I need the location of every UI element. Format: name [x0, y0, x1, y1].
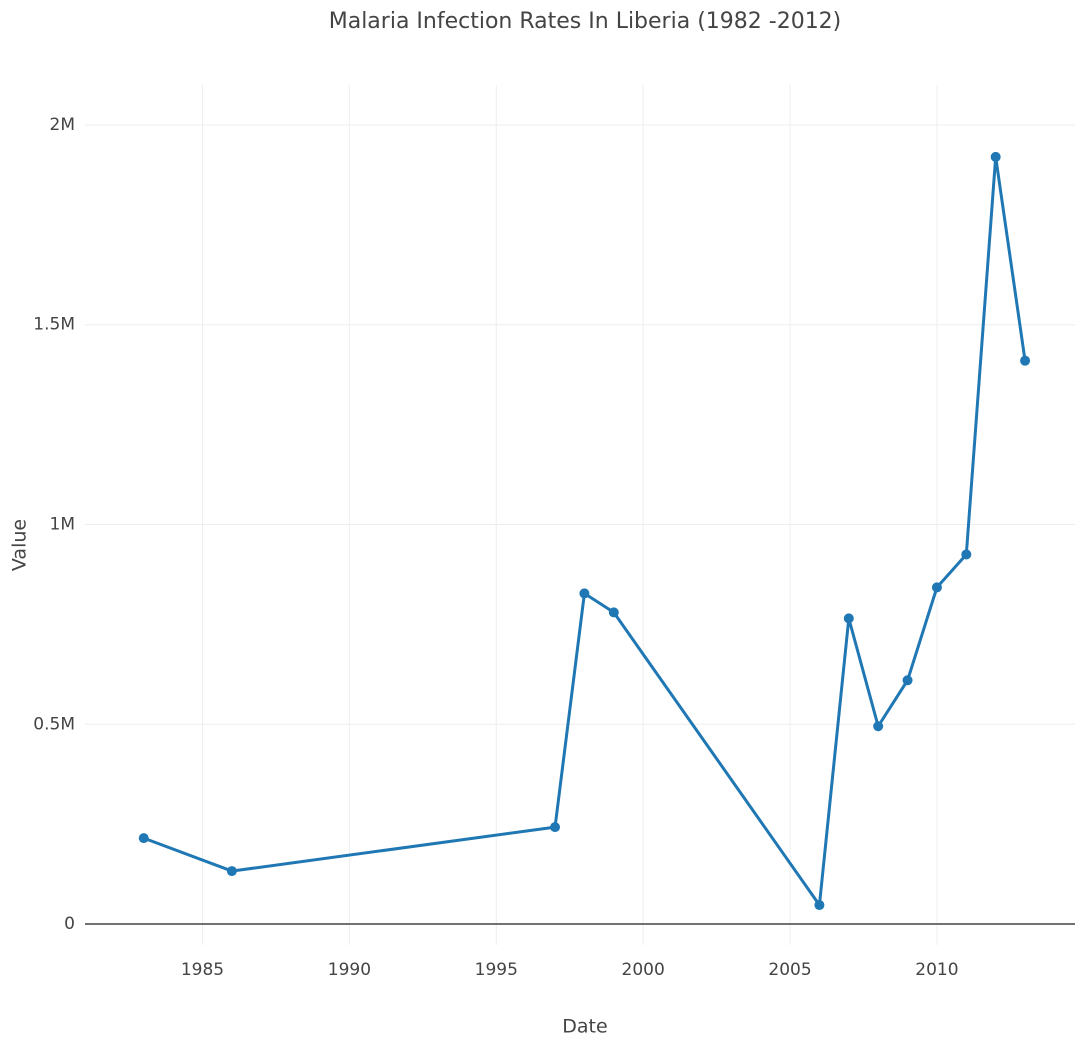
x-tick-label: 2010 [915, 960, 958, 980]
marker [1020, 355, 1031, 366]
y-tick-label: 1M [50, 514, 75, 534]
marker [226, 866, 237, 877]
x-tick-label: 2005 [768, 960, 811, 980]
x-tick-label: 2000 [622, 960, 665, 980]
y-tick-label: 0 [64, 914, 75, 934]
y-axis-title: Value [9, 519, 31, 571]
marker [873, 721, 884, 732]
marker [902, 675, 913, 686]
x-axis-title: Date [562, 1016, 607, 1038]
y-tick-label: 2M [50, 115, 75, 135]
marker [579, 588, 590, 599]
x-tick-label: 1985 [181, 960, 224, 980]
x-tick-label: 1995 [475, 960, 518, 980]
marker [814, 900, 825, 911]
marker [138, 833, 149, 844]
y-tick-label: 1.5M [33, 315, 75, 335]
marker [961, 549, 972, 560]
marker [608, 607, 619, 618]
marker [843, 613, 854, 624]
x-tick-label: 1990 [328, 960, 371, 980]
line [143, 156, 1027, 910]
marker [550, 822, 561, 833]
marker [931, 582, 942, 593]
marker [990, 151, 1001, 162]
y-tick-label: 0.5M [33, 714, 75, 734]
chart-title: Malaria Infection Rates In Liberia (1982… [329, 9, 842, 34]
